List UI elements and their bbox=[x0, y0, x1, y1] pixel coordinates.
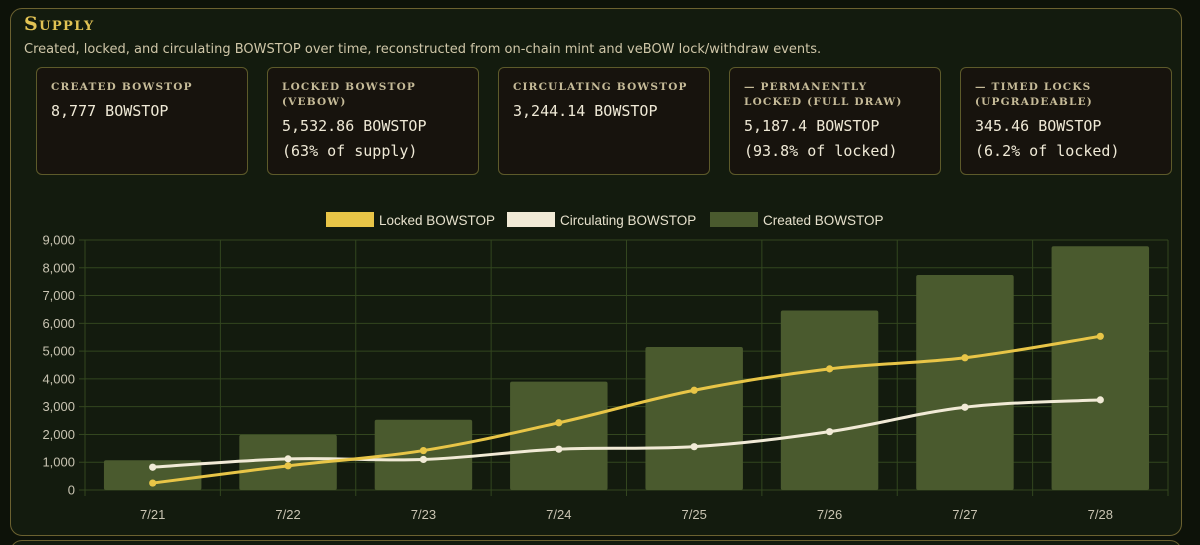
point-circulating bbox=[555, 445, 563, 453]
stat-card-locked: Locked BOWSTOP (veBOW) 5,532.86 BOWSTOP … bbox=[267, 67, 479, 175]
y-tick-label: 1,000 bbox=[42, 455, 75, 470]
x-tick-label: 7/28 bbox=[1088, 507, 1113, 522]
y-tick-label: 4,000 bbox=[42, 371, 75, 386]
y-tick-label: 2,000 bbox=[42, 427, 75, 442]
stat-card-note: (93.8% of locked) bbox=[744, 142, 898, 160]
y-tick-label: 0 bbox=[68, 483, 75, 498]
y-tick-label: 9,000 bbox=[42, 233, 75, 248]
point-locked bbox=[555, 419, 563, 427]
point-circulating bbox=[284, 455, 292, 463]
legend-label-created: Created BOWSTOP bbox=[763, 213, 884, 228]
stat-card-permanently-locked: — Permanently locked (full draw) 5,187.4… bbox=[729, 67, 941, 175]
legend-label-locked: Locked BOWSTOP bbox=[379, 213, 495, 228]
stat-card-timed-locks: — Timed locks (upgradeable) 345.46 BOWST… bbox=[960, 67, 1172, 175]
stat-card-value: 345.46 BOWSTOP bbox=[975, 117, 1102, 135]
stat-card-note: (6.2% of locked) bbox=[975, 142, 1120, 160]
legend-label-circulating: Circulating BOWSTOP bbox=[560, 213, 696, 228]
point-locked bbox=[1096, 332, 1104, 340]
stat-card-label: — Permanently locked (full draw) bbox=[744, 81, 903, 108]
stat-card-note: (63% of supply) bbox=[282, 142, 418, 160]
stat-card-label: — Timed locks (upgradeable) bbox=[975, 81, 1093, 108]
section-title: Supply bbox=[24, 13, 95, 35]
x-tick-label: 7/24 bbox=[546, 507, 571, 522]
stat-card-value: 3,244.14 BOWSTOP bbox=[513, 102, 658, 120]
y-tick-label: 5,000 bbox=[42, 344, 75, 359]
legend-swatch-circulating bbox=[507, 212, 555, 227]
point-locked bbox=[149, 479, 157, 487]
x-tick-label: 7/21 bbox=[140, 507, 165, 522]
x-tick-label: 7/22 bbox=[275, 507, 300, 522]
point-locked bbox=[419, 446, 428, 455]
x-tick-label: 7/27 bbox=[952, 507, 977, 522]
bar-created bbox=[645, 346, 743, 490]
bar-created bbox=[780, 310, 879, 490]
point-circulating bbox=[149, 463, 157, 471]
stat-card-circulating: Circulating BOWSTOP 3,244.14 BOWSTOP bbox=[498, 67, 710, 175]
bar-created bbox=[916, 275, 1014, 490]
stat-card-value: 8,777 BOWSTOP bbox=[51, 102, 169, 120]
bar-created bbox=[510, 381, 608, 490]
point-locked bbox=[284, 462, 292, 470]
x-tick-label: 7/23 bbox=[411, 507, 436, 522]
y-tick-label: 6,000 bbox=[42, 316, 75, 331]
bar-created bbox=[374, 419, 473, 490]
bar-created bbox=[103, 460, 202, 490]
y-tick-label: 7,000 bbox=[42, 288, 75, 303]
stat-card-value: 5,187.4 BOWSTOP bbox=[744, 117, 880, 135]
point-circulating bbox=[690, 443, 698, 451]
y-tick-label: 8,000 bbox=[42, 260, 75, 275]
point-circulating bbox=[825, 428, 834, 436]
stat-card-value: 5,532.86 BOWSTOP bbox=[282, 117, 427, 135]
stat-card-label: Created BOWSTOP bbox=[51, 81, 193, 93]
legend-swatch-locked bbox=[326, 212, 374, 227]
stat-card-label: Circulating BOWSTOP bbox=[513, 81, 688, 93]
legend-swatch-created bbox=[710, 212, 758, 227]
stat-card-label: Locked BOWSTOP (veBOW) bbox=[282, 81, 417, 108]
point-locked bbox=[690, 386, 698, 394]
x-tick-label: 7/25 bbox=[682, 507, 707, 522]
point-locked bbox=[825, 365, 834, 373]
series-line-locked bbox=[152, 334, 1101, 485]
x-tick-label: 7/26 bbox=[817, 507, 842, 522]
bar-created bbox=[1051, 246, 1150, 490]
series-line-circulating bbox=[152, 398, 1101, 469]
section-subtitle: Created, locked, and circulating BOWSTOP… bbox=[24, 42, 822, 57]
point-locked bbox=[961, 354, 969, 362]
y-tick-label: 3,000 bbox=[42, 399, 75, 414]
point-circulating bbox=[961, 403, 969, 411]
point-circulating bbox=[1096, 396, 1104, 404]
stat-card-created: Created BOWSTOP 8,777 BOWSTOP bbox=[36, 67, 248, 175]
point-circulating bbox=[419, 455, 428, 464]
